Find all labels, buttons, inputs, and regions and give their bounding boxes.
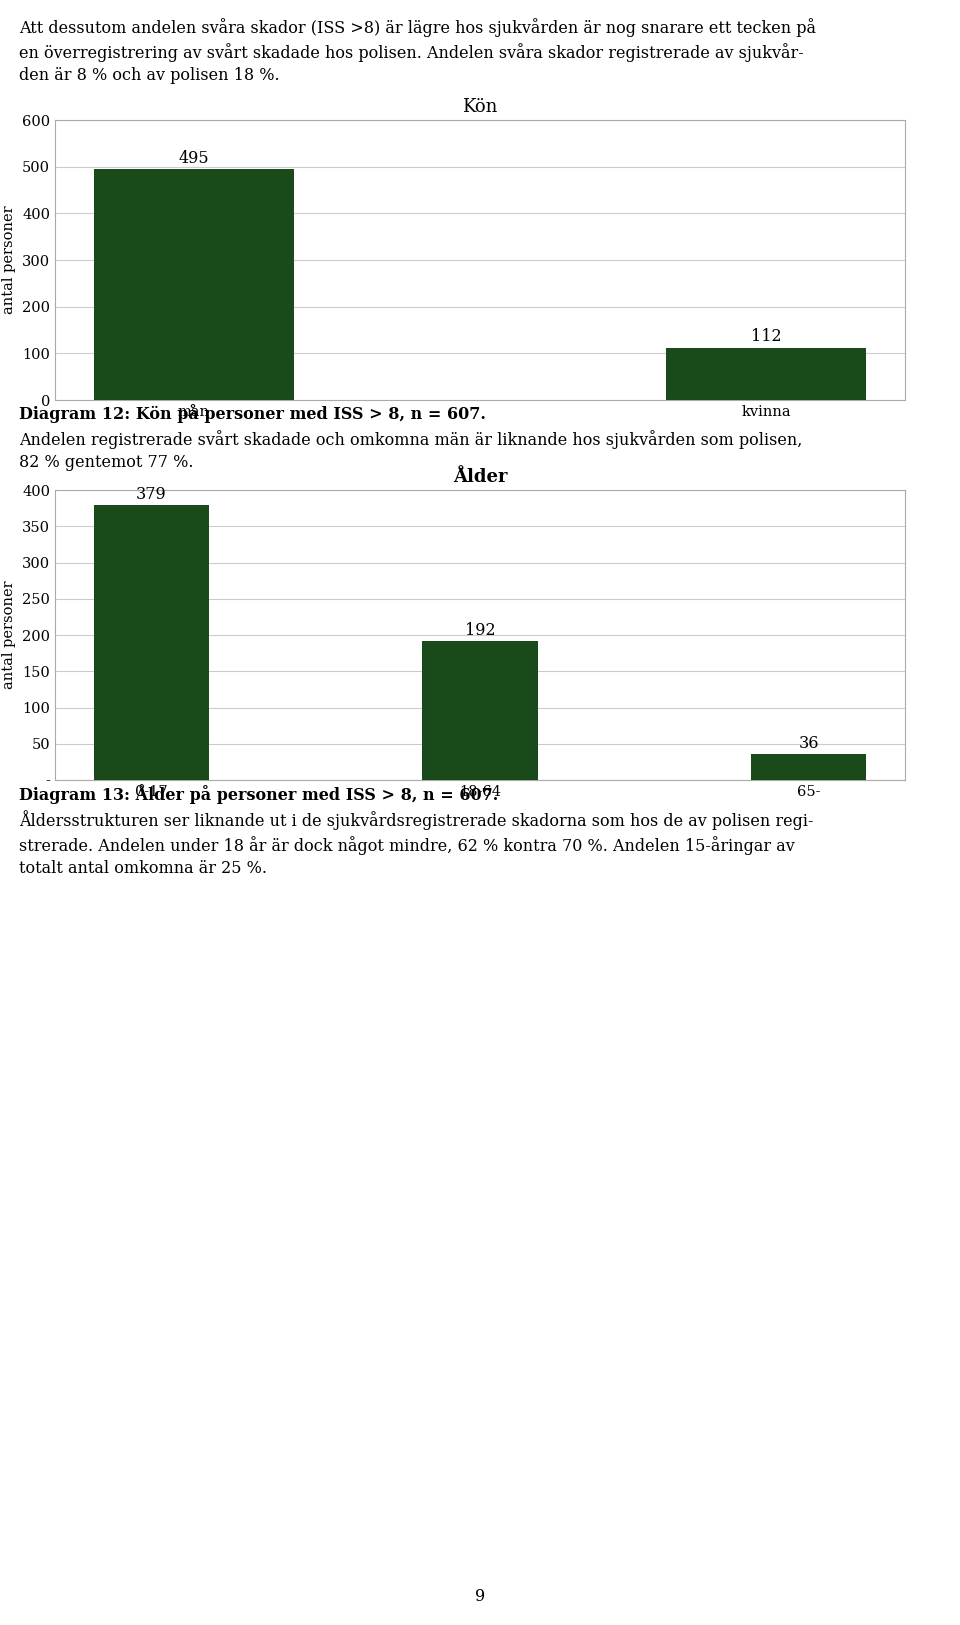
Text: 192: 192 — [465, 622, 495, 639]
Text: 36: 36 — [799, 734, 819, 752]
Text: Åldersstrukturen ser liknande ut i de sjukvårdsregistrerade skadorna som hos de : Åldersstrukturen ser liknande ut i de sj… — [19, 809, 814, 878]
Y-axis label: antal personer: antal personer — [3, 206, 16, 314]
Bar — [422, 640, 538, 780]
Bar — [94, 169, 294, 400]
Text: Diagram 12: Kön på personer med ISS > 8, n = 607.: Diagram 12: Kön på personer med ISS > 8,… — [19, 405, 486, 422]
Title: Kön: Kön — [463, 98, 497, 115]
Title: Ålder: Ålder — [453, 468, 507, 486]
Text: 379: 379 — [135, 486, 166, 504]
Text: 495: 495 — [179, 150, 209, 167]
Bar — [94, 505, 208, 780]
Text: 9: 9 — [475, 1588, 485, 1606]
Bar — [666, 348, 866, 400]
Text: Att dessutom andelen svåra skador (ISS >8) är lägre hos sjukvården är nog snarar: Att dessutom andelen svåra skador (ISS >… — [19, 18, 816, 84]
Text: Andelen registrerade svårt skadade och omkomna män är liknande hos sjukvården so: Andelen registrerade svårt skadade och o… — [19, 431, 803, 471]
Y-axis label: antal personer: antal personer — [3, 580, 16, 689]
Bar — [752, 754, 866, 780]
Text: Diagram 13: Ålder på personer med ISS > 8, n = 607.: Diagram 13: Ålder på personer med ISS > … — [19, 783, 498, 804]
Text: 112: 112 — [751, 328, 781, 346]
